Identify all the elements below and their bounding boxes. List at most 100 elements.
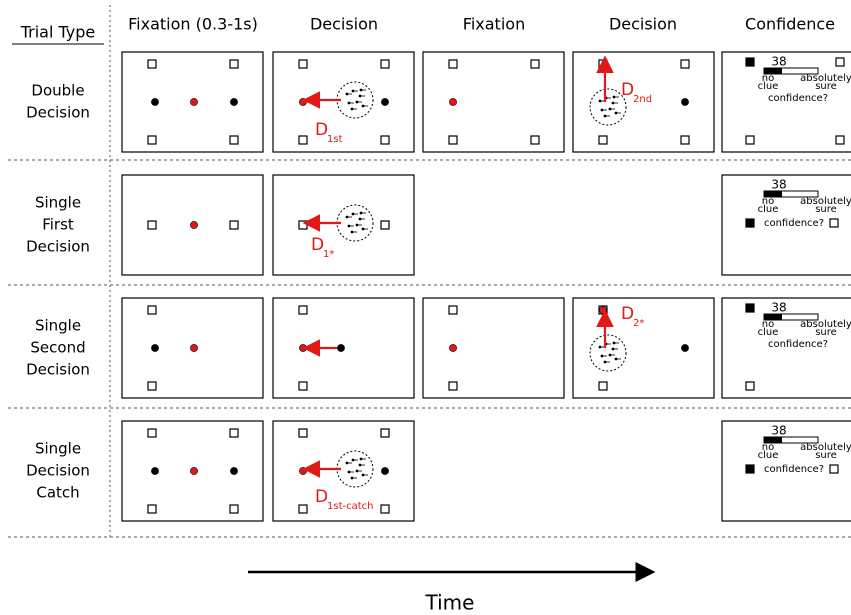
low-anchor: no <box>762 73 774 84</box>
confidence-rating: 38 <box>771 424 786 438</box>
confidence-question: confidence? <box>768 339 828 350</box>
fixation-dot <box>190 98 198 106</box>
target-square <box>448 381 458 391</box>
row-label: Decision <box>26 462 90 480</box>
target-square <box>298 135 308 145</box>
confidence-rating: 38 <box>771 55 786 69</box>
stimulus-dot <box>230 467 238 475</box>
row-label: Single <box>35 440 81 458</box>
target-square <box>147 305 157 315</box>
target-square <box>229 220 239 230</box>
stimulus-dot <box>381 467 389 475</box>
fixation-dot <box>599 306 607 314</box>
row-label: Decision <box>26 238 90 256</box>
confidence-bar-fill <box>764 437 782 443</box>
target-square <box>448 305 458 315</box>
target-square <box>380 135 390 145</box>
high-anchor: sure <box>815 450 837 461</box>
target-square <box>298 504 308 514</box>
target-square <box>298 305 308 315</box>
panel <box>121 420 264 522</box>
target-square <box>448 59 458 69</box>
row-label: Decision <box>26 104 90 122</box>
low-anchor: no <box>762 196 774 207</box>
dot-motion-aperture <box>589 88 627 126</box>
low-anchor: clue <box>758 81 779 92</box>
dot-motion-aperture <box>589 334 627 372</box>
confidence-bar-fill <box>764 314 782 320</box>
decision-label: D <box>315 487 328 507</box>
high-anchor: sure <box>815 204 837 215</box>
target-square <box>229 135 239 145</box>
low-anchor: clue <box>758 327 779 338</box>
panel: D2* <box>572 297 715 399</box>
target-square <box>380 428 390 438</box>
target-square <box>448 135 458 145</box>
row-label: First <box>42 216 74 234</box>
row-label: Catch <box>36 484 79 502</box>
decision-subscript: 2nd <box>633 94 652 105</box>
confidence-rating: 38 <box>771 301 786 315</box>
target-square <box>680 135 690 145</box>
target-square <box>380 504 390 514</box>
panel <box>422 51 565 153</box>
high-anchor: absolutely <box>800 196 851 207</box>
low-anchor: clue <box>758 204 779 215</box>
decision-subscript: 1st-catch <box>327 501 373 512</box>
confidence-question: confidence? <box>768 93 828 104</box>
target-square <box>298 381 308 391</box>
target-square <box>829 218 839 228</box>
target-square <box>745 303 755 313</box>
target-square <box>598 135 608 145</box>
column-header: Decision <box>609 15 677 34</box>
column-header: Confidence <box>745 15 835 34</box>
target-square <box>530 135 540 145</box>
stimulus-dot <box>681 98 689 106</box>
target-square <box>835 57 845 67</box>
low-anchor: clue <box>758 450 779 461</box>
fixation-dot <box>190 467 198 475</box>
fixation-dot <box>449 98 457 106</box>
low-anchor: no <box>762 442 774 453</box>
confidence-question: confidence? <box>764 218 824 229</box>
decision-label: D <box>621 304 634 324</box>
target-square <box>147 220 157 230</box>
target-square <box>829 464 839 474</box>
header-trial-type: Trial Type <box>20 23 96 42</box>
target-square <box>147 59 157 69</box>
target-square <box>530 59 540 69</box>
decision-label: D <box>621 80 634 100</box>
fixation-dot <box>190 221 198 229</box>
target-square <box>835 135 845 145</box>
stimulus-dot <box>381 98 389 106</box>
panel: D1* <box>272 174 415 276</box>
high-anchor: sure <box>815 81 837 92</box>
stimulus-dot <box>681 344 689 352</box>
panel-frame <box>272 51 415 153</box>
target-square <box>745 218 755 228</box>
column-header: Fixation (0.3-1s) <box>128 15 258 34</box>
low-anchor: no <box>762 319 774 330</box>
panel-frame <box>422 297 565 399</box>
target-square <box>745 381 755 391</box>
target-square <box>147 428 157 438</box>
stimulus-dot <box>230 98 238 106</box>
row-label: Decision <box>26 361 90 379</box>
target-square <box>745 464 755 474</box>
target-square <box>147 504 157 514</box>
target-square <box>380 220 390 230</box>
column-header: Decision <box>310 15 378 34</box>
panel <box>121 297 264 399</box>
target-square <box>598 381 608 391</box>
panel-frame <box>272 174 415 276</box>
stimulus-dot <box>337 344 345 352</box>
target-square <box>298 59 308 69</box>
row-label: Single <box>35 194 81 212</box>
